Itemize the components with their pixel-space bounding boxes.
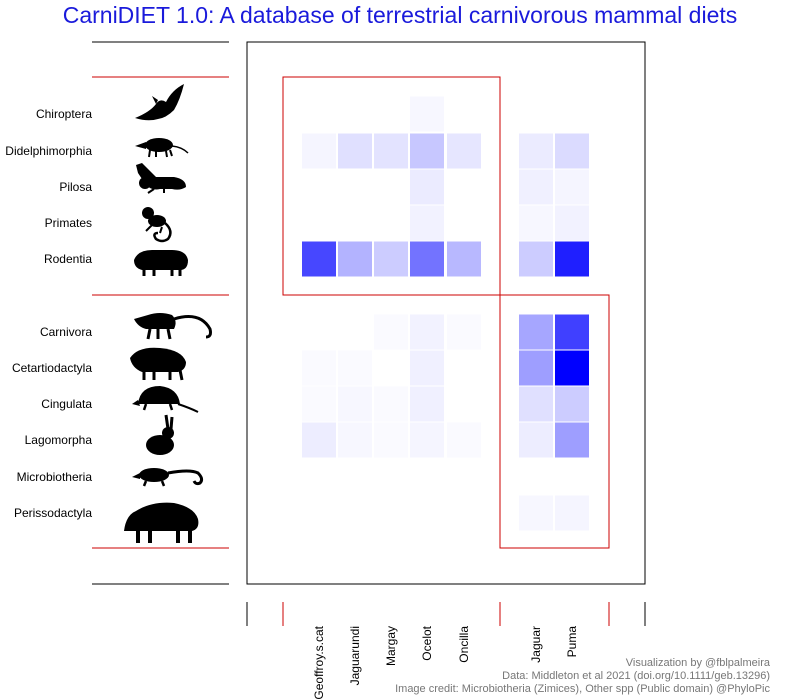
column-label-ocelot: Ocelot <box>420 625 434 660</box>
heatmap-cell-cingulata-puma <box>555 386 589 422</box>
heatmap-cell-rodentia-geoffroy-s-cat <box>302 241 336 277</box>
heatmap-cell-primates-puma <box>555 205 589 241</box>
heatmap-cell-didelphimorphia-oncilla <box>447 133 481 169</box>
row-label-carnivora: Carnivora <box>40 325 92 339</box>
heatmap-cell-cingulata-ocelot <box>410 386 444 422</box>
heatmap-cell-rodentia-jaguar <box>519 241 553 277</box>
monito-silhouette-icon <box>132 468 204 487</box>
sloth-silhouette-icon <box>136 163 186 194</box>
credit-visualization: Visualization by @fblpalmeira <box>625 657 770 669</box>
heatmap-cell-cetartiodactyla-geoffroy-s-cat <box>302 350 336 386</box>
column-label-oncilla: Oncilla <box>457 626 471 663</box>
row-label-cingulata: Cingulata <box>41 397 92 411</box>
heatmap-cell-rodentia-jaguarundi <box>338 241 372 277</box>
heatmap-cell-chiroptera-ocelot <box>410 96 444 132</box>
heatmap-cell-perissodactyla-puma <box>555 495 589 531</box>
primate-silhouette-icon <box>142 207 172 243</box>
opossum-silhouette-icon <box>135 138 189 158</box>
credit-data: Data: Middleton et al 2021 (doi.org/10.1… <box>502 670 770 682</box>
heatmap-cell-pilosa-ocelot <box>410 169 444 205</box>
heatmap-cell-didelphimorphia-puma <box>555 133 589 169</box>
heatmap-cell-cingulata-jaguar <box>519 386 553 422</box>
heatmap-cell-rodentia-ocelot <box>410 241 444 277</box>
credits: Visualization by @fblpalmeira Data: Midd… <box>395 657 770 696</box>
row-label-rodentia: Rodentia <box>44 252 92 266</box>
heatmap-cell-cingulata-geoffroy-s-cat <box>302 386 336 422</box>
row-label-perissodactyla: Perissodactyla <box>14 506 92 520</box>
bat-silhouette-icon <box>135 84 184 121</box>
heatmap-cell-perissodactyla-jaguar <box>519 495 553 531</box>
plot-frame <box>246 41 646 585</box>
armadillo-silhouette-icon <box>132 386 199 413</box>
row-label-pilosa: Pilosa <box>59 180 92 194</box>
coati-silhouette-icon <box>134 313 212 340</box>
heatmap-cell-cetartiodactyla-jaguarundi <box>338 350 372 386</box>
column-label-geoffroy-s-cat: Geoffroy.s.cat <box>312 625 326 699</box>
column-label-puma: Puma <box>565 626 579 658</box>
heatmap-cell-cetartiodactyla-ocelot <box>410 350 444 386</box>
row-label-cetartiodactyla: Cetartiodactyla <box>12 361 92 375</box>
heatmap-cell-didelphimorphia-ocelot <box>410 133 444 169</box>
heatmap-cell-primates-ocelot <box>410 205 444 241</box>
heatmap-cell-carnivora-puma <box>555 314 589 350</box>
heatmap-cell-didelphimorphia-geoffroy-s-cat <box>302 133 336 169</box>
group-box-lower-right <box>499 294 610 549</box>
heatmap-cell-carnivora-jaguar <box>519 314 553 350</box>
heatmap-cell-didelphimorphia-jaguar <box>519 133 553 169</box>
heatmap-cell-pilosa-jaguar <box>519 169 553 205</box>
heatmap-cell-lagomorpha-oncilla <box>447 422 481 458</box>
credit-images: Image credit: Microbiotheria (Zimices), … <box>395 683 770 695</box>
row-label-didelphimorphia: Didelphimorphia <box>5 144 92 158</box>
heatmap-cell-cingulata-jaguarundi <box>338 386 372 422</box>
tapir-silhouette-icon <box>124 502 199 543</box>
rabbit-silhouette-icon <box>146 414 174 455</box>
heatmap-cell-cingulata-margay <box>374 386 408 422</box>
heatmap-cell-cetartiodactyla-puma <box>555 350 589 386</box>
heatmap-cell-carnivora-oncilla <box>447 314 481 350</box>
row-label-chiroptera: Chiroptera <box>36 107 92 121</box>
column-label-jaguar: Jaguar <box>529 626 543 663</box>
chart-title: CarniDIET 1.0: A database of terrestrial… <box>62 2 738 28</box>
heatmap-cell-rodentia-oncilla <box>447 241 481 277</box>
row-label-primates: Primates <box>45 216 92 230</box>
rodent-silhouette-icon <box>134 250 188 276</box>
heatmap-cell-lagomorpha-margay <box>374 422 408 458</box>
heatmap-cell-lagomorpha-jaguarundi <box>338 422 372 458</box>
heatmap-cell-primates-jaguar <box>519 205 553 241</box>
heatmap-cell-didelphimorphia-jaguarundi <box>338 133 372 169</box>
heatmap-cell-pilosa-puma <box>555 169 589 205</box>
heatmap-cell-lagomorpha-jaguar <box>519 422 553 458</box>
heatmap-cell-didelphimorphia-margay <box>374 133 408 169</box>
heatmap-cell-lagomorpha-ocelot <box>410 422 444 458</box>
row-label-microbiotheria: Microbiotheria <box>17 470 93 484</box>
group-box-upper-left <box>282 76 501 296</box>
heatmap-cell-rodentia-margay <box>374 241 408 277</box>
peccary-silhouette-icon <box>130 347 186 381</box>
heatmap-cell-carnivora-ocelot <box>410 314 444 350</box>
heatmap-cell-lagomorpha-puma <box>555 422 589 458</box>
heatmap-cell-carnivora-margay <box>374 314 408 350</box>
heatmap-cell-rodentia-puma <box>555 241 589 277</box>
row-label-lagomorpha: Lagomorpha <box>25 433 93 447</box>
column-label-margay: Margay <box>384 626 398 666</box>
column-label-jaguarundi: Jaguarundi <box>348 626 362 685</box>
heatmap-cell-lagomorpha-geoffroy-s-cat <box>302 422 336 458</box>
heatmap-cell-cetartiodactyla-jaguar <box>519 350 553 386</box>
